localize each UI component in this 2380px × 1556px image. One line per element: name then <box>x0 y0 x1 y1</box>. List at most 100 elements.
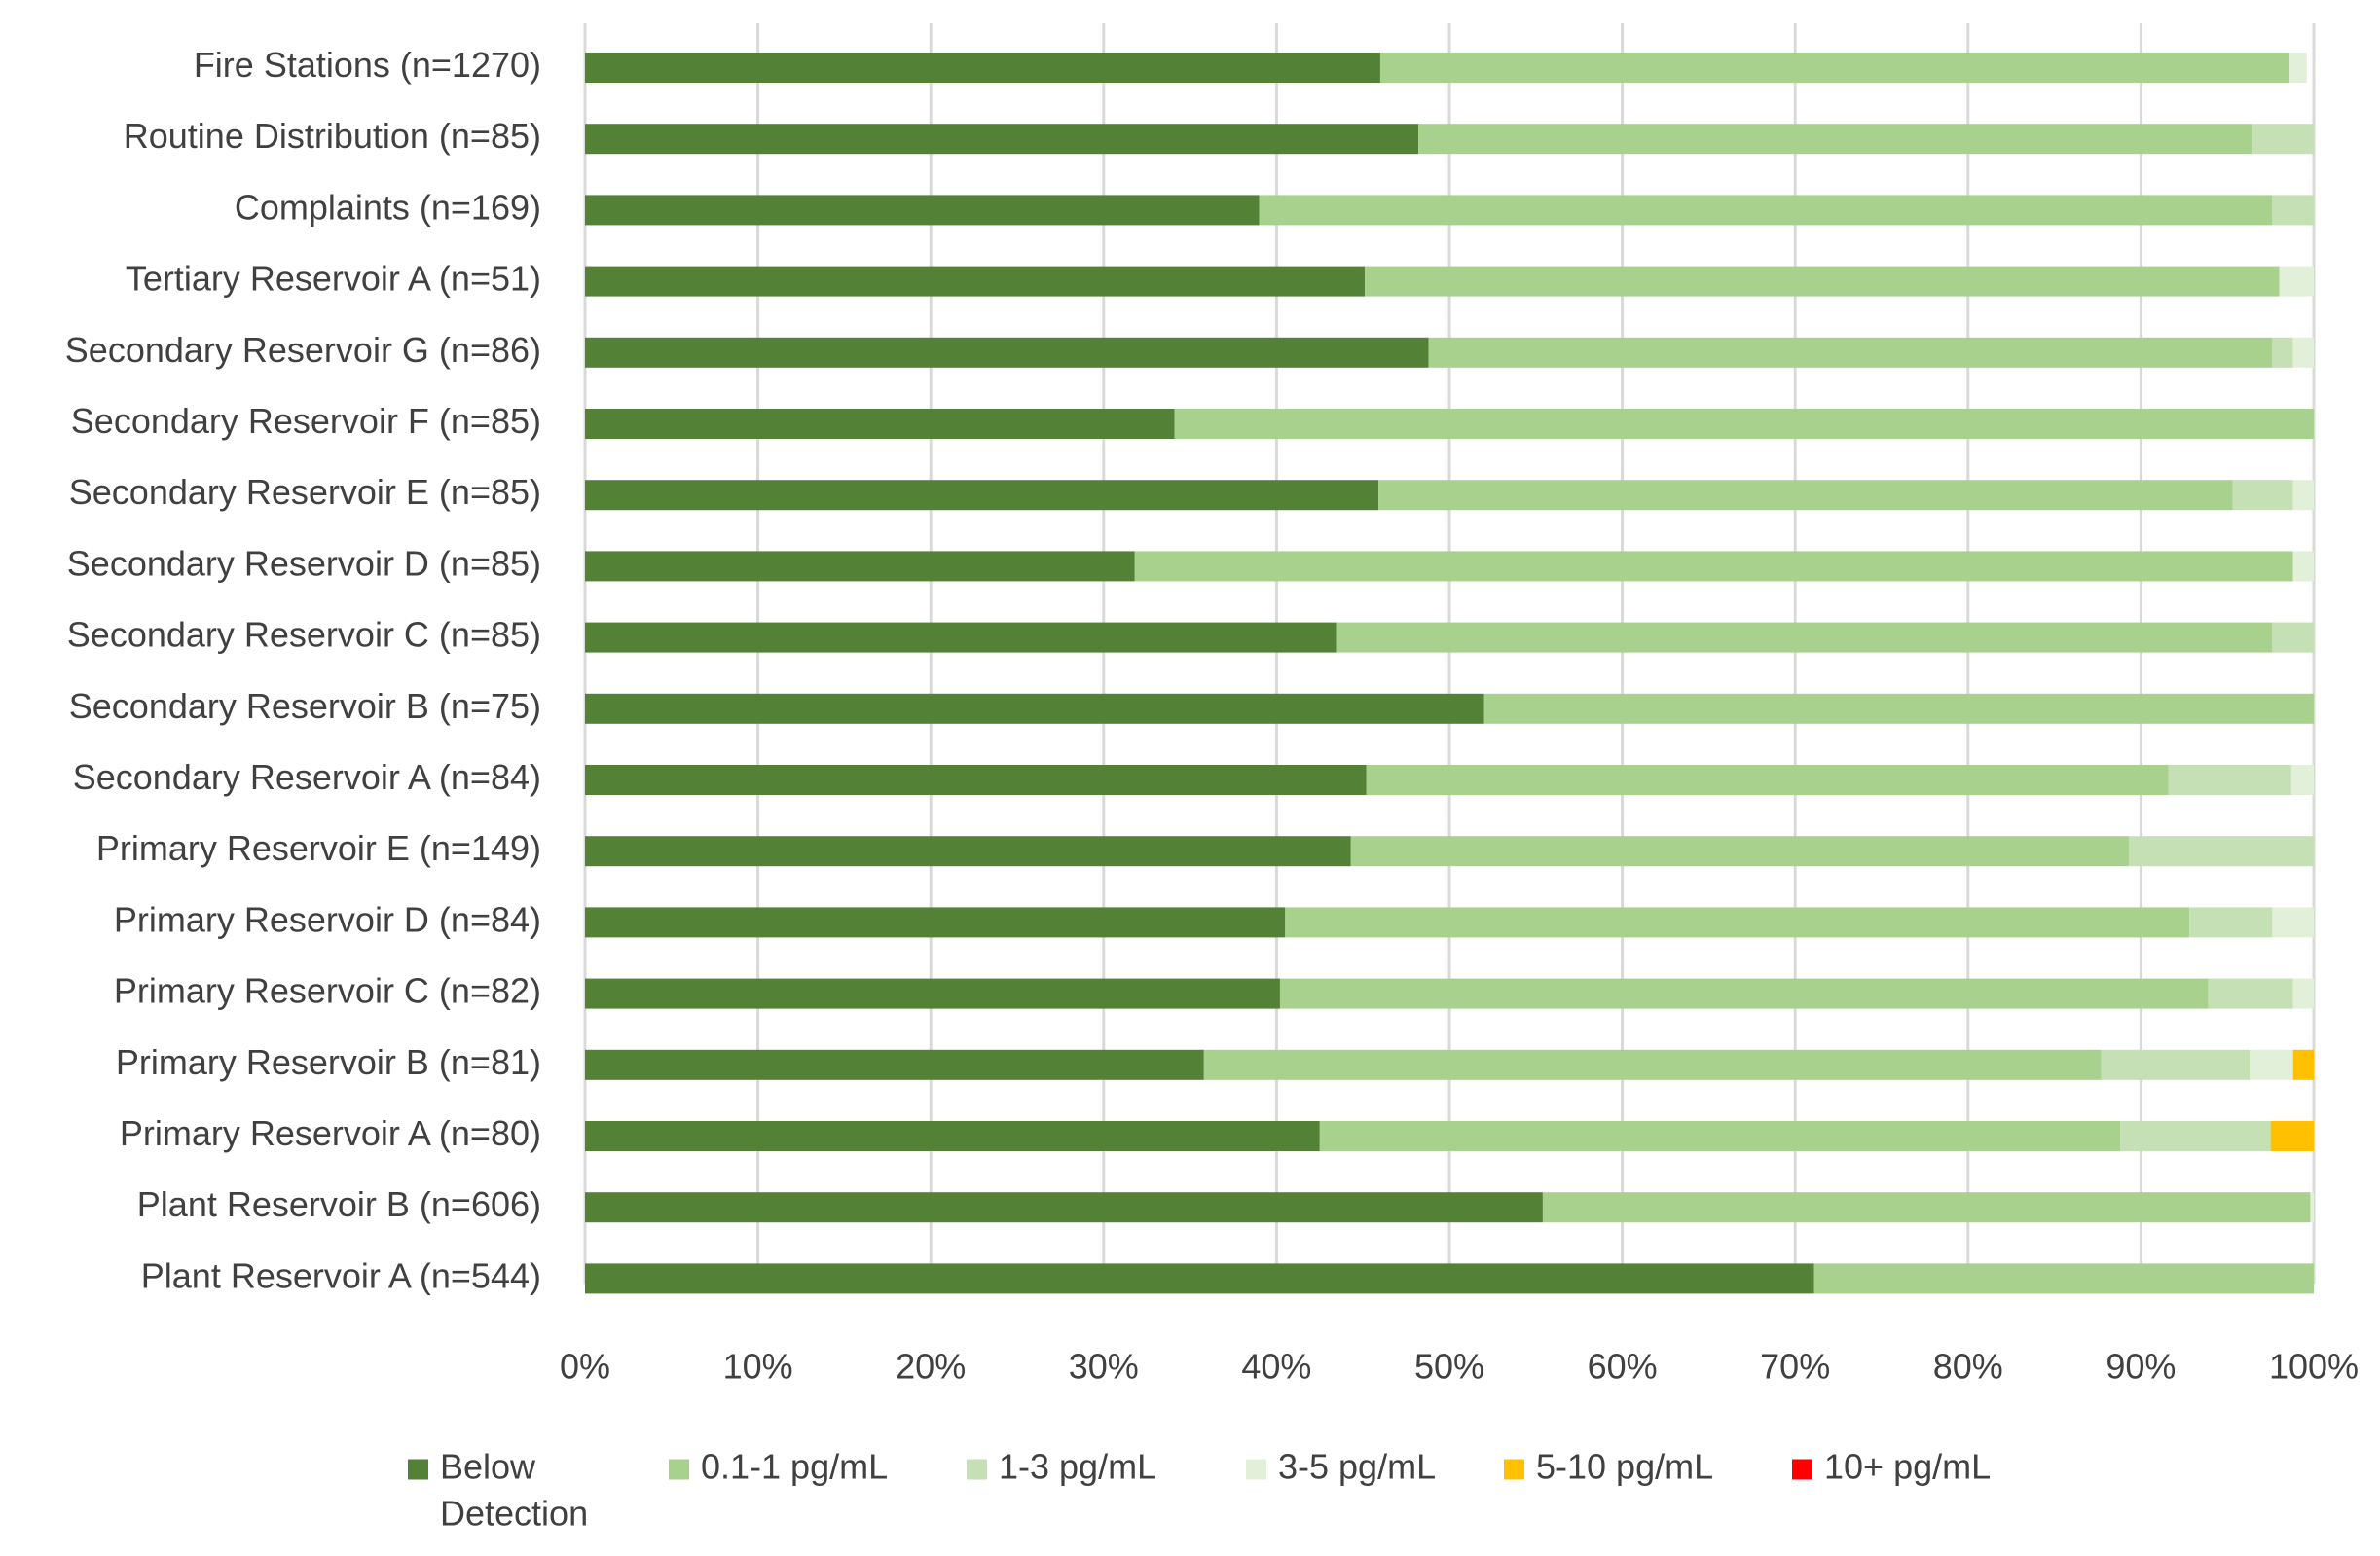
legend-label: 10+ pg/mL <box>1824 1447 1991 1487</box>
bar-segment <box>585 124 1419 155</box>
bar-segment <box>2292 480 2314 511</box>
legend-label: 3-5 pg/mL <box>1278 1447 1436 1487</box>
category-label: Primary Reservoir B (n=81) <box>116 1042 541 1082</box>
bar-segment <box>1428 337 2273 368</box>
category-label: Primary Reservoir D (n=84) <box>114 899 541 939</box>
category-label: Secondary Reservoir E (n=85) <box>69 472 541 512</box>
bar-segment <box>585 765 1367 795</box>
legend-swatch <box>1792 1459 1812 1480</box>
bar-segment <box>585 337 1429 368</box>
category-label: Fire Stations (n=1270) <box>194 45 541 85</box>
legend: Below 0.1-1 pg/mL 1-3 pg/mL 3-5 pg/mL 5-10 p… <box>408 1447 1991 1534</box>
category-label: Routine Distribution (n=85) <box>124 116 541 156</box>
bar-segment <box>2270 1121 2314 1151</box>
bar-segment <box>2272 337 2293 368</box>
bar-segment <box>1174 409 2314 439</box>
category-label: Secondary Reservoir B (n=75) <box>69 686 541 726</box>
bar-segment <box>585 907 1286 938</box>
bar-segment <box>1203 1049 2102 1080</box>
legend-label: 1-3 pg/mL <box>999 1447 1156 1487</box>
bar-segment <box>2208 978 2293 1009</box>
bar-segment <box>2232 480 2293 511</box>
category-label: Secondary Reservoir A (n=84) <box>73 757 541 797</box>
x-tick-label: 30% <box>1069 1347 1139 1387</box>
legend-swatch <box>1246 1459 1266 1480</box>
x-tick-labels: 0% 10% 20% 30% 40% 50% 60% 70% 80% 90% 100% <box>560 1347 2359 1387</box>
category-label: Tertiary Reservoir A (n=51) <box>126 259 541 299</box>
bar-segment <box>1542 1192 2311 1223</box>
legend-label: 0.1-1 pg/mL <box>701 1447 888 1487</box>
category-label: Primary Reservoir A (n=80) <box>120 1113 541 1153</box>
bar-segment <box>585 480 1379 511</box>
category-label: Secondary Reservoir G (n=86) <box>65 330 541 370</box>
bar-segment <box>2168 765 2291 795</box>
bar-segment <box>2289 53 2307 83</box>
bar-segment <box>1285 907 2190 938</box>
legend-label: Below <box>440 1447 536 1487</box>
bar-segment <box>2292 337 2314 368</box>
category-label: Secondary Reservoir D (n=85) <box>67 543 541 583</box>
bar-segment <box>2272 195 2314 226</box>
category-label: Secondary Reservoir C (n=85) <box>67 615 541 655</box>
bar-segment <box>2292 551 2314 582</box>
bar-segment <box>1378 480 2233 511</box>
bar-segment <box>1319 1121 2121 1151</box>
category-label: Complaints (n=169) <box>235 187 541 227</box>
bar-segment <box>585 1192 1543 1223</box>
bar-segment <box>1418 124 2252 155</box>
bar-segment <box>585 195 1260 226</box>
category-label: Secondary Reservoir F (n=85) <box>71 401 541 441</box>
x-tick-label: 60% <box>1588 1347 1658 1387</box>
x-tick-label: 10% <box>723 1347 793 1387</box>
bar-segment <box>1813 1263 2314 1294</box>
x-tick-label: 0% <box>560 1347 610 1387</box>
bar-segment <box>2290 765 2314 795</box>
category-label: Plant Reservoir B (n=606) <box>137 1184 541 1224</box>
x-tick-label: 40% <box>1241 1347 1311 1387</box>
bar-segment <box>585 1049 1204 1080</box>
legend-label: 5-10 pg/mL <box>1536 1447 1713 1487</box>
bar-segment <box>585 693 1484 724</box>
bar-segment <box>2272 622 2314 653</box>
legend-label-line2: Detection <box>440 1494 588 1534</box>
bar-segment <box>2120 1121 2271 1151</box>
legend-swatch <box>967 1459 987 1480</box>
bar-segment <box>585 551 1135 582</box>
bar-segment <box>585 409 1175 439</box>
bars <box>585 53 2314 1294</box>
bar-segment <box>2310 1192 2314 1223</box>
x-tick-label: 50% <box>1414 1347 1484 1387</box>
bar-segment <box>585 1263 1814 1294</box>
bar-segment <box>1134 551 2293 582</box>
category-label: Primary Reservoir C (n=82) <box>114 971 541 1011</box>
bar-segment <box>1336 622 2273 653</box>
bar-segment <box>585 266 1365 297</box>
bar-segment <box>585 978 1280 1009</box>
legend-swatch <box>669 1459 689 1480</box>
x-tick-label: 90% <box>2105 1347 2176 1387</box>
category-label: Primary Reservoir E (n=149) <box>96 828 541 868</box>
bar-segment <box>1379 53 2290 83</box>
bar-segment <box>1366 765 2169 795</box>
x-tick-label: 70% <box>1760 1347 1830 1387</box>
bar-segment <box>2128 836 2314 867</box>
bar-segment <box>2252 124 2314 155</box>
x-tick-label: 100% <box>2269 1347 2359 1387</box>
bar-segment <box>2101 1049 2251 1080</box>
bar-segment <box>1279 978 2209 1009</box>
legend-swatch <box>408 1459 428 1480</box>
bar-segment <box>2279 266 2314 297</box>
bar-segment <box>2189 907 2273 938</box>
category-labels: Fire Stations (n=1270) Routine Distributi… <box>65 45 541 1295</box>
bar-segment <box>2272 907 2314 938</box>
bar-segment <box>585 53 1380 83</box>
bar-segment <box>585 1121 1320 1151</box>
bar-segment <box>2292 978 2314 1009</box>
bar-segment <box>585 836 1351 867</box>
x-tick-label: 80% <box>1933 1347 2003 1387</box>
bar-segment <box>1483 693 2314 724</box>
legend-swatch <box>1504 1459 1524 1480</box>
bar-segment <box>2292 1049 2314 1080</box>
